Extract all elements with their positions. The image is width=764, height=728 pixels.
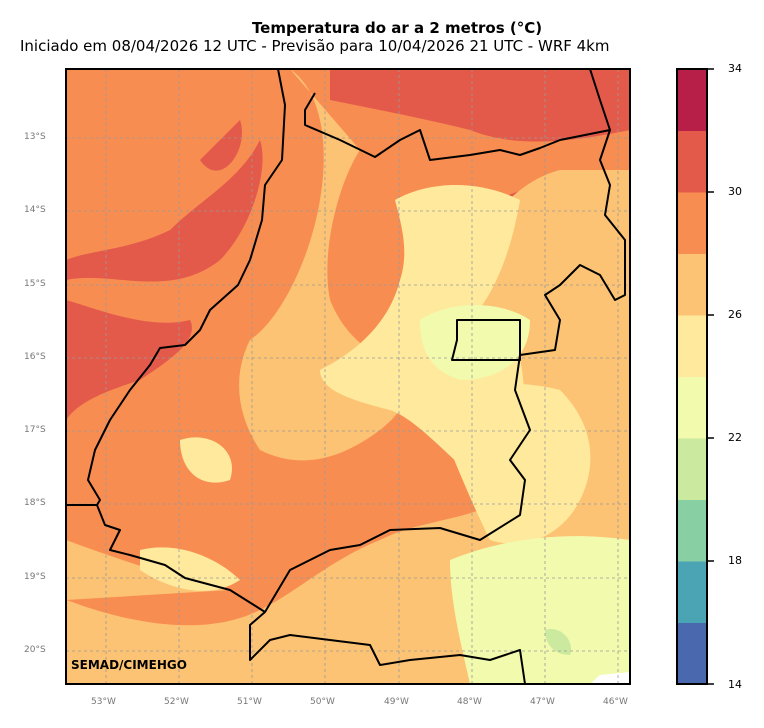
lon-tick: 46°W <box>603 697 628 707</box>
lat-tick: 16°S <box>24 352 46 362</box>
temperature-field <box>66 69 630 684</box>
map-frame <box>65 68 631 685</box>
gridlines <box>66 69 630 684</box>
colorbar-segment <box>677 253 707 316</box>
colorbar-label: 18 <box>728 554 742 567</box>
goias-border <box>87 69 626 613</box>
lat-tick: 13°S <box>24 132 46 142</box>
colorbar-segment <box>677 69 707 131</box>
lat-tick: 19°S <box>24 572 46 582</box>
lat-tick: 18°S <box>24 498 46 508</box>
credit-label: SEMAD/CIMEHGO <box>71 658 187 672</box>
lon-tick: 49°W <box>384 697 409 707</box>
lat-tick: 20°S <box>24 645 46 655</box>
lon-tick: 47°W <box>530 697 555 707</box>
colorbar-label: 30 <box>728 185 742 198</box>
map-title: Temperatura do ar a 2 metros (°C) <box>251 19 543 37</box>
lat-tick: 15°S <box>24 279 46 289</box>
colorbar-segment <box>677 130 707 193</box>
colorbar-label: 22 <box>728 431 742 444</box>
colorbar-segment <box>677 192 707 254</box>
state-borders <box>66 69 626 684</box>
lon-tick: 50°W <box>310 697 335 707</box>
lon-tick: 53°W <box>91 697 116 707</box>
colorbar-label: 34 <box>728 62 742 75</box>
colorbar-segment <box>677 561 707 623</box>
lon-tick: 52°W <box>164 697 189 707</box>
lat-tick: 17°S <box>24 425 46 435</box>
colorbar-label: 14 <box>728 678 742 691</box>
colorbar-frame <box>676 68 708 685</box>
colorbar-segment <box>677 376 707 439</box>
colorbar <box>676 68 714 685</box>
colorbar-label: 26 <box>728 308 742 321</box>
colorbar-segment <box>677 499 707 562</box>
lon-tick: 51°W <box>237 697 262 707</box>
colorbar-segment <box>677 622 707 685</box>
map-subtitle: Iniciado em 08/04/2026 12 UTC - Previsão… <box>20 37 610 55</box>
distrito-federal-border <box>451 319 521 361</box>
lon-tick: 48°W <box>457 697 482 707</box>
colorbar-segment <box>677 315 707 377</box>
colorbar-segment <box>677 438 707 500</box>
lat-tick: 14°S <box>24 205 46 215</box>
